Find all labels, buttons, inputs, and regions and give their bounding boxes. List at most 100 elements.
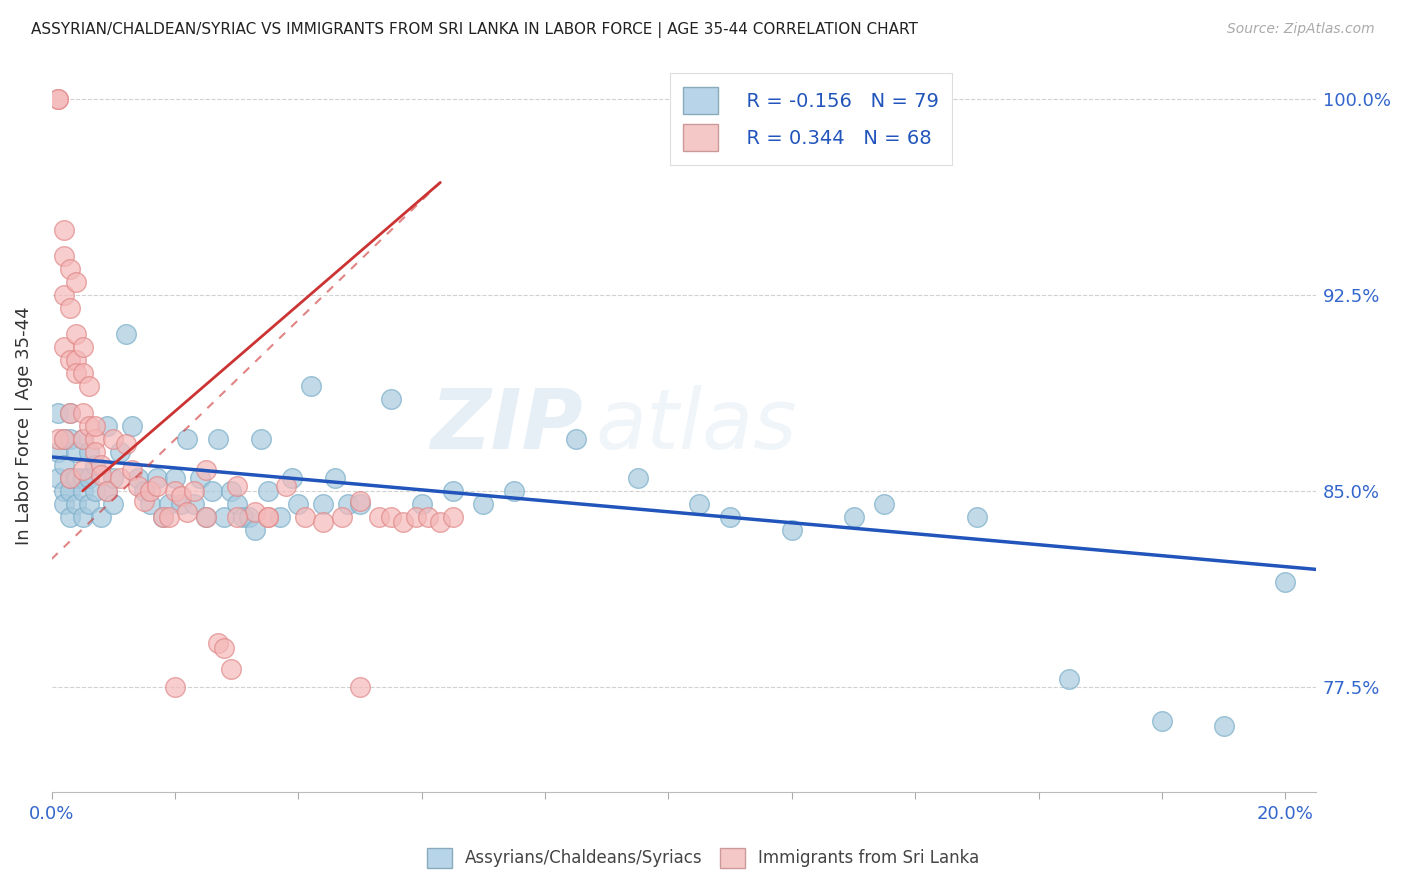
Point <box>84 458 107 472</box>
Point <box>299 379 322 393</box>
Point <box>114 437 136 451</box>
Point <box>53 432 76 446</box>
Point <box>53 432 76 446</box>
Point <box>59 483 82 498</box>
Point <box>183 497 205 511</box>
Point <box>65 471 87 485</box>
Point <box>256 510 278 524</box>
Point <box>416 510 439 524</box>
Point <box>165 680 187 694</box>
Point <box>441 483 464 498</box>
Point <box>59 261 82 276</box>
Point <box>145 471 167 485</box>
Point <box>966 510 988 524</box>
Point <box>121 418 143 433</box>
Point <box>176 432 198 446</box>
Point <box>214 510 236 524</box>
Point <box>59 405 82 419</box>
Point <box>90 468 112 483</box>
Point <box>77 471 100 485</box>
Point <box>1150 714 1173 728</box>
Point <box>77 444 100 458</box>
Point <box>207 432 229 446</box>
Point <box>72 367 94 381</box>
Point <box>718 510 741 524</box>
Point <box>72 510 94 524</box>
Point <box>194 463 217 477</box>
Point <box>46 471 69 485</box>
Point <box>405 510 427 524</box>
Point <box>183 483 205 498</box>
Point <box>114 327 136 342</box>
Point <box>232 510 254 524</box>
Point <box>90 458 112 472</box>
Point <box>281 471 304 485</box>
Point <box>59 405 82 419</box>
Point <box>287 497 309 511</box>
Point <box>59 301 82 315</box>
Point <box>1059 672 1081 686</box>
Text: atlas: atlas <box>595 385 797 467</box>
Point <box>380 510 402 524</box>
Point <box>176 505 198 519</box>
Point <box>503 483 526 498</box>
Point <box>84 432 107 446</box>
Point <box>165 483 187 498</box>
Point <box>325 471 347 485</box>
Point <box>139 483 162 498</box>
Text: ZIP: ZIP <box>430 385 582 467</box>
Point <box>165 471 187 485</box>
Point <box>53 249 76 263</box>
Point <box>96 483 118 498</box>
Point <box>46 405 69 419</box>
Point <box>59 353 82 368</box>
Text: Source: ZipAtlas.com: Source: ZipAtlas.com <box>1227 22 1375 37</box>
Point <box>219 662 242 676</box>
Point <box>245 523 267 537</box>
Point <box>245 505 267 519</box>
Point <box>207 635 229 649</box>
Point <box>194 510 217 524</box>
Point <box>46 444 69 458</box>
Point <box>842 510 865 524</box>
Point <box>46 92 69 106</box>
Legend: Assyrians/Chaldeans/Syriacs, Immigrants from Sri Lanka: Assyrians/Chaldeans/Syriacs, Immigrants … <box>420 841 986 875</box>
Point <box>103 432 125 446</box>
Point <box>139 497 162 511</box>
Point <box>214 640 236 655</box>
Point <box>84 444 107 458</box>
Point <box>225 497 247 511</box>
Point <box>134 494 156 508</box>
Point <box>627 471 650 485</box>
Point <box>77 379 100 393</box>
Point <box>96 483 118 498</box>
Point <box>46 92 69 106</box>
Point <box>72 432 94 446</box>
Text: ASSYRIAN/CHALDEAN/SYRIAC VS IMMIGRANTS FROM SRI LANKA IN LABOR FORCE | AGE 35-44: ASSYRIAN/CHALDEAN/SYRIAC VS IMMIGRANTS F… <box>31 22 918 38</box>
Point <box>134 483 156 498</box>
Point <box>103 471 125 485</box>
Point <box>53 458 76 472</box>
Point <box>157 497 180 511</box>
Point <box>441 510 464 524</box>
Point <box>96 418 118 433</box>
Point <box>274 479 297 493</box>
Point <box>780 523 803 537</box>
Point <box>157 510 180 524</box>
Point <box>59 471 82 485</box>
Point <box>472 497 495 511</box>
Point <box>225 510 247 524</box>
Point <box>65 353 87 368</box>
Point <box>349 680 371 694</box>
Point <box>53 497 76 511</box>
Point <box>53 288 76 302</box>
Point <box>53 483 76 498</box>
Point <box>238 510 260 524</box>
Point <box>152 510 174 524</box>
Point <box>59 471 82 485</box>
Point <box>65 327 87 342</box>
Point <box>392 516 415 530</box>
Point <box>219 483 242 498</box>
Legend:   R = -0.156   N = 79,   R = 0.344   N = 68: R = -0.156 N = 79, R = 0.344 N = 68 <box>669 73 952 165</box>
Point <box>46 432 69 446</box>
